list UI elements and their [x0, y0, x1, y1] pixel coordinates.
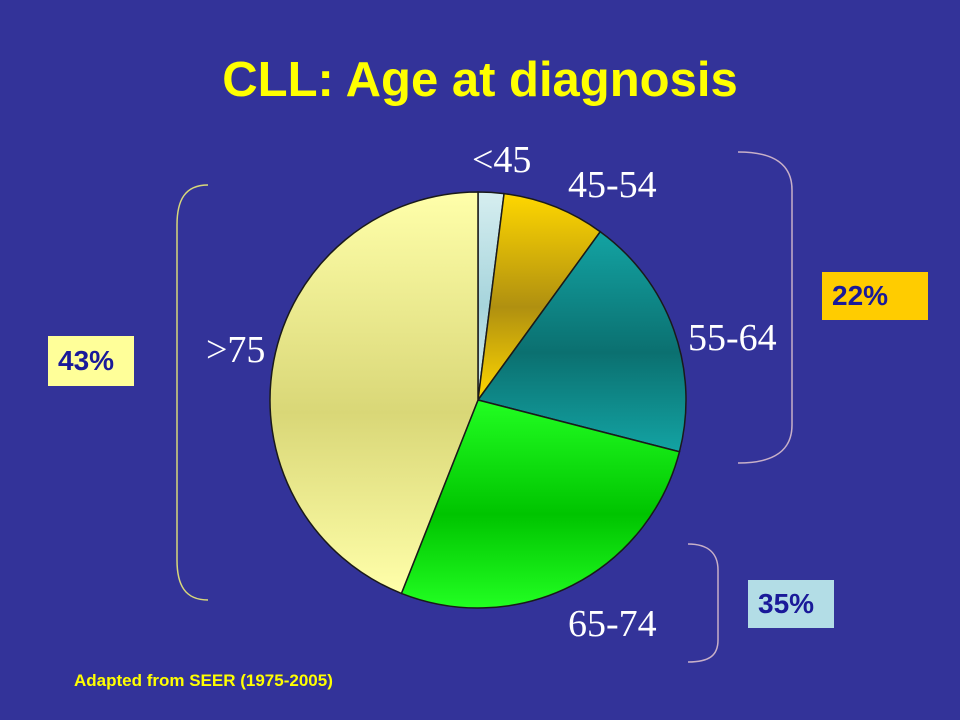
pie-slices: [269, 191, 687, 609]
group-percentage-right-bottom: 35%: [748, 580, 834, 628]
right-top-bracket: [737, 151, 793, 464]
slice-label-under-45: <45: [472, 139, 531, 181]
pie-slice-over-75: [269, 191, 479, 595]
slice-label-45-54: 45-54: [568, 164, 657, 206]
slice-label-over-75: >75: [206, 329, 265, 371]
source-note: Adapted from SEER (1975-2005): [74, 671, 333, 690]
group-percentage-left: 43%: [48, 336, 134, 386]
slice-label-55-64: 55-64: [688, 317, 777, 359]
left-bracket: [176, 184, 209, 601]
slide-title: CLL: Age at diagnosis: [222, 53, 738, 107]
pie-slice-65-74: [400, 399, 681, 609]
pie-slice-55-64: [476, 230, 687, 453]
slice-label-65-74: 65-74: [568, 603, 657, 645]
pie-slice-45-54: [477, 192, 602, 401]
right-bottom-bracket: [687, 543, 719, 663]
group-percentage-right-top: 22%: [822, 272, 928, 320]
